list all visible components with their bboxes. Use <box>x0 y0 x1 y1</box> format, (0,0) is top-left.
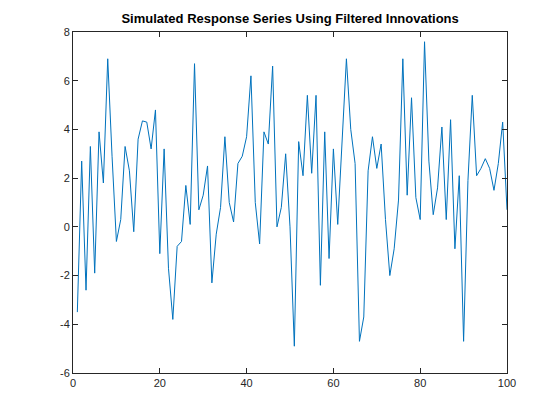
svg-text:20: 20 <box>154 377 166 389</box>
svg-text:40: 40 <box>240 377 252 389</box>
svg-text:2: 2 <box>64 172 70 184</box>
svg-text:80: 80 <box>414 377 426 389</box>
svg-text:0: 0 <box>64 221 70 233</box>
svg-text:-4: -4 <box>60 318 70 330</box>
svg-text:-2: -2 <box>60 269 70 281</box>
svg-text:8: 8 <box>64 26 70 38</box>
svg-text:0: 0 <box>70 377 76 389</box>
svg-text:100: 100 <box>498 377 516 389</box>
svg-text:Simulated Response Series Usin: Simulated Response Series Using Filtered… <box>121 11 458 26</box>
svg-text:4: 4 <box>64 123 70 135</box>
svg-text:60: 60 <box>327 377 339 389</box>
svg-text:-6: -6 <box>60 367 70 379</box>
svg-text:6: 6 <box>64 75 70 87</box>
